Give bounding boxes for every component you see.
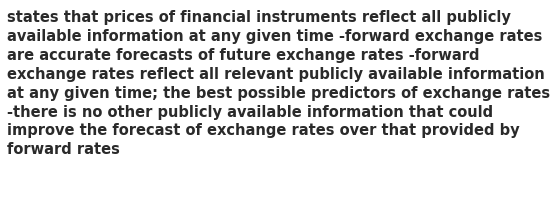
Text: states that prices of financial instruments reflect all publicly
available infor: states that prices of financial instrume… (7, 10, 550, 157)
